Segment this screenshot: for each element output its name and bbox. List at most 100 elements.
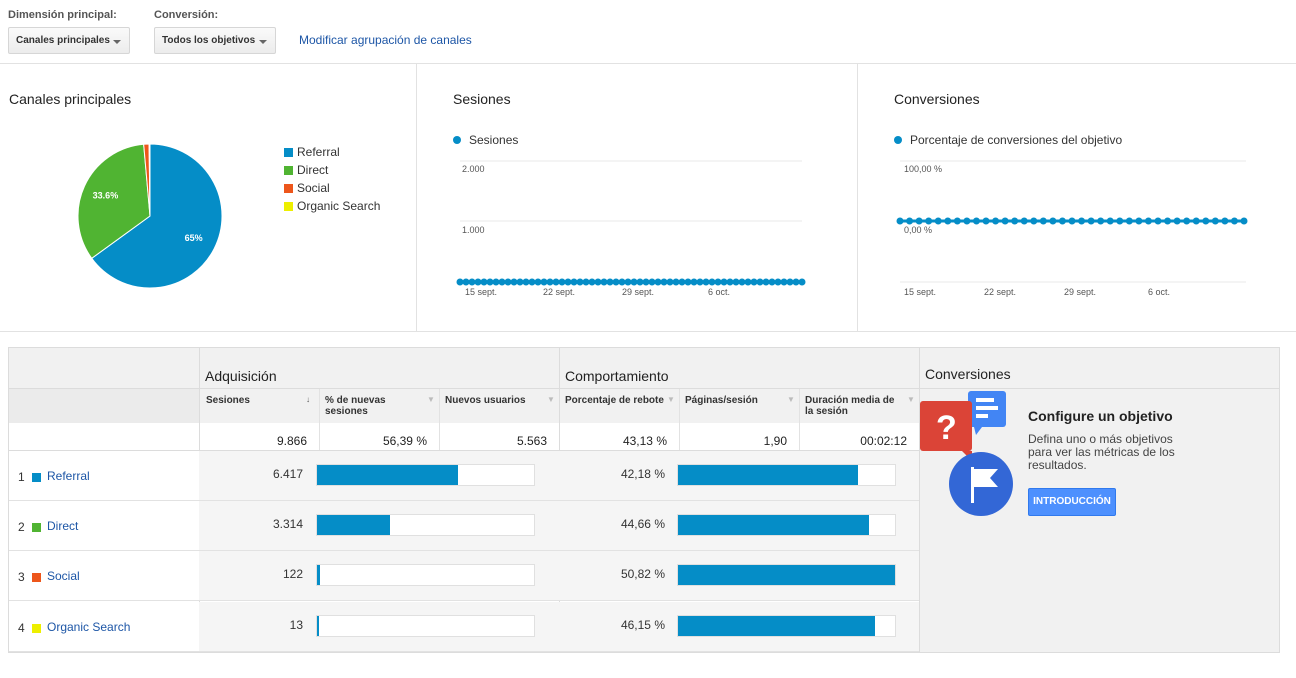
data-point <box>732 278 740 286</box>
bounce-rate-bar <box>677 514 896 536</box>
new-sessions-bar <box>316 564 535 586</box>
data-point <box>672 278 680 286</box>
row-number: 3 <box>18 570 25 584</box>
divider <box>9 550 919 551</box>
divider <box>0 331 1296 332</box>
data-point <box>660 278 668 286</box>
data-point <box>684 278 692 286</box>
data-point <box>1001 217 1009 225</box>
new-sessions-bar-fill <box>317 616 319 636</box>
channel-link[interactable]: Organic Search <box>47 620 131 634</box>
conversion-select[interactable]: Todos los objetivos <box>154 27 276 54</box>
legend-swatch <box>284 165 293 175</box>
sort-desc-icon[interactable]: ↓ <box>306 395 310 404</box>
divider <box>920 388 1279 389</box>
new-sessions-bar <box>316 615 535 637</box>
column-header-session-duration[interactable]: Duración media de la sesión <box>805 395 895 417</box>
goal-title: Configure un objetivo <box>1028 408 1173 424</box>
total-bounce-rate: 43,13 % <box>622 434 667 448</box>
bounce-rate-bar <box>677 615 896 637</box>
data-point <box>774 278 782 286</box>
column-header-pages-per-session[interactable]: Páginas/sesión <box>685 395 758 406</box>
behavior-group-title: Comportamiento <box>565 368 669 384</box>
data-point <box>915 217 923 225</box>
x-tick-label: 6 oct. <box>708 287 730 297</box>
data-point <box>1058 217 1066 225</box>
data-point <box>498 278 506 286</box>
column-header-bounce-rate[interactable]: Porcentaje de rebote <box>565 395 664 406</box>
chevron-down-icon[interactable]: ▼ <box>787 395 795 404</box>
y-tick-label: 1.000 <box>462 225 485 235</box>
channel-link[interactable]: Direct <box>47 519 79 533</box>
data-point <box>1106 217 1114 225</box>
data-point <box>934 217 942 225</box>
pie-slice-label: 65% <box>185 233 203 243</box>
x-tick-label: 15 sept. <box>465 287 497 297</box>
data-point <box>474 278 482 286</box>
bounce-rate-bar-fill <box>678 465 859 485</box>
y-tick-label: 2.000 <box>462 164 485 174</box>
legend-swatch <box>284 147 293 157</box>
data-point <box>1116 217 1124 225</box>
channel-swatch <box>32 473 41 482</box>
dimension-select-value: Canales principales <box>16 35 110 46</box>
data-point <box>594 278 602 286</box>
sessions-value: 13 <box>289 618 303 632</box>
legend-item-direct: Direct <box>284 161 380 179</box>
data-point <box>1097 217 1105 225</box>
column-header-new-sessions[interactable]: % de nuevas sesiones <box>325 395 386 417</box>
data-point <box>636 278 644 286</box>
divider <box>9 388 919 389</box>
data-point <box>630 278 638 286</box>
divider <box>9 450 919 451</box>
column-header-sessions[interactable]: Sesiones <box>206 395 250 406</box>
y-tick-label: 0,00 % <box>904 225 932 235</box>
data-point <box>1211 217 1219 225</box>
dimension-select[interactable]: Canales principales <box>8 27 130 54</box>
bounce-rate-value: 42,18 % <box>620 467 665 481</box>
series-dot-icon <box>453 136 461 144</box>
data-point <box>552 278 560 286</box>
y-tick-label: 100,00 % <box>904 164 942 174</box>
chevron-down-icon[interactable]: ▼ <box>907 395 915 404</box>
data-point <box>714 278 722 286</box>
conversion-label: Conversión: <box>154 9 219 21</box>
introduction-button[interactable]: INTRODUCCIÓN <box>1028 488 1116 516</box>
data-point <box>480 278 488 286</box>
data-point <box>486 278 494 286</box>
data-point <box>756 278 764 286</box>
data-point <box>504 278 512 286</box>
data-point <box>468 278 476 286</box>
channel-swatch <box>32 624 41 633</box>
chevron-down-icon[interactable]: ▼ <box>667 395 675 404</box>
data-point <box>1020 217 1028 225</box>
data-point <box>1039 217 1047 225</box>
data-point <box>1154 217 1162 225</box>
goal-description-line: para ver las métricas de los <box>1028 445 1175 459</box>
data-point <box>1087 217 1095 225</box>
data-point <box>768 278 776 286</box>
modify-channel-grouping-link[interactable]: Modificar agrupación de canales <box>299 33 472 47</box>
sessions-value: 122 <box>282 567 303 581</box>
data-point <box>588 278 596 286</box>
data-point <box>906 217 914 225</box>
divider <box>0 63 1296 64</box>
chevron-down-icon[interactable]: ▼ <box>427 395 435 404</box>
x-tick-label: 6 oct. <box>1148 287 1170 297</box>
conversions-chart: 100,00 % 0,00 % 15 sept. 22 sept. 29 sep… <box>896 160 1248 297</box>
new-sessions-bar <box>316 514 535 536</box>
bounce-rate-bar <box>677 464 896 486</box>
channel-link[interactable]: Referral <box>47 469 90 483</box>
data-point <box>1173 217 1181 225</box>
column-header-new-users[interactable]: Nuevos usuarios <box>445 395 526 406</box>
data-point <box>564 278 572 286</box>
divider <box>9 651 919 652</box>
pie-slice-label: 33.6% <box>93 191 119 201</box>
data-point <box>972 217 980 225</box>
data-point <box>896 217 904 225</box>
conversions-group-title: Conversiones <box>925 366 1011 382</box>
goal-description-line: Defina uno o más objetivos <box>1028 432 1173 446</box>
chevron-down-icon[interactable]: ▼ <box>547 395 555 404</box>
data-point <box>750 278 758 286</box>
channel-link[interactable]: Social <box>47 569 80 583</box>
